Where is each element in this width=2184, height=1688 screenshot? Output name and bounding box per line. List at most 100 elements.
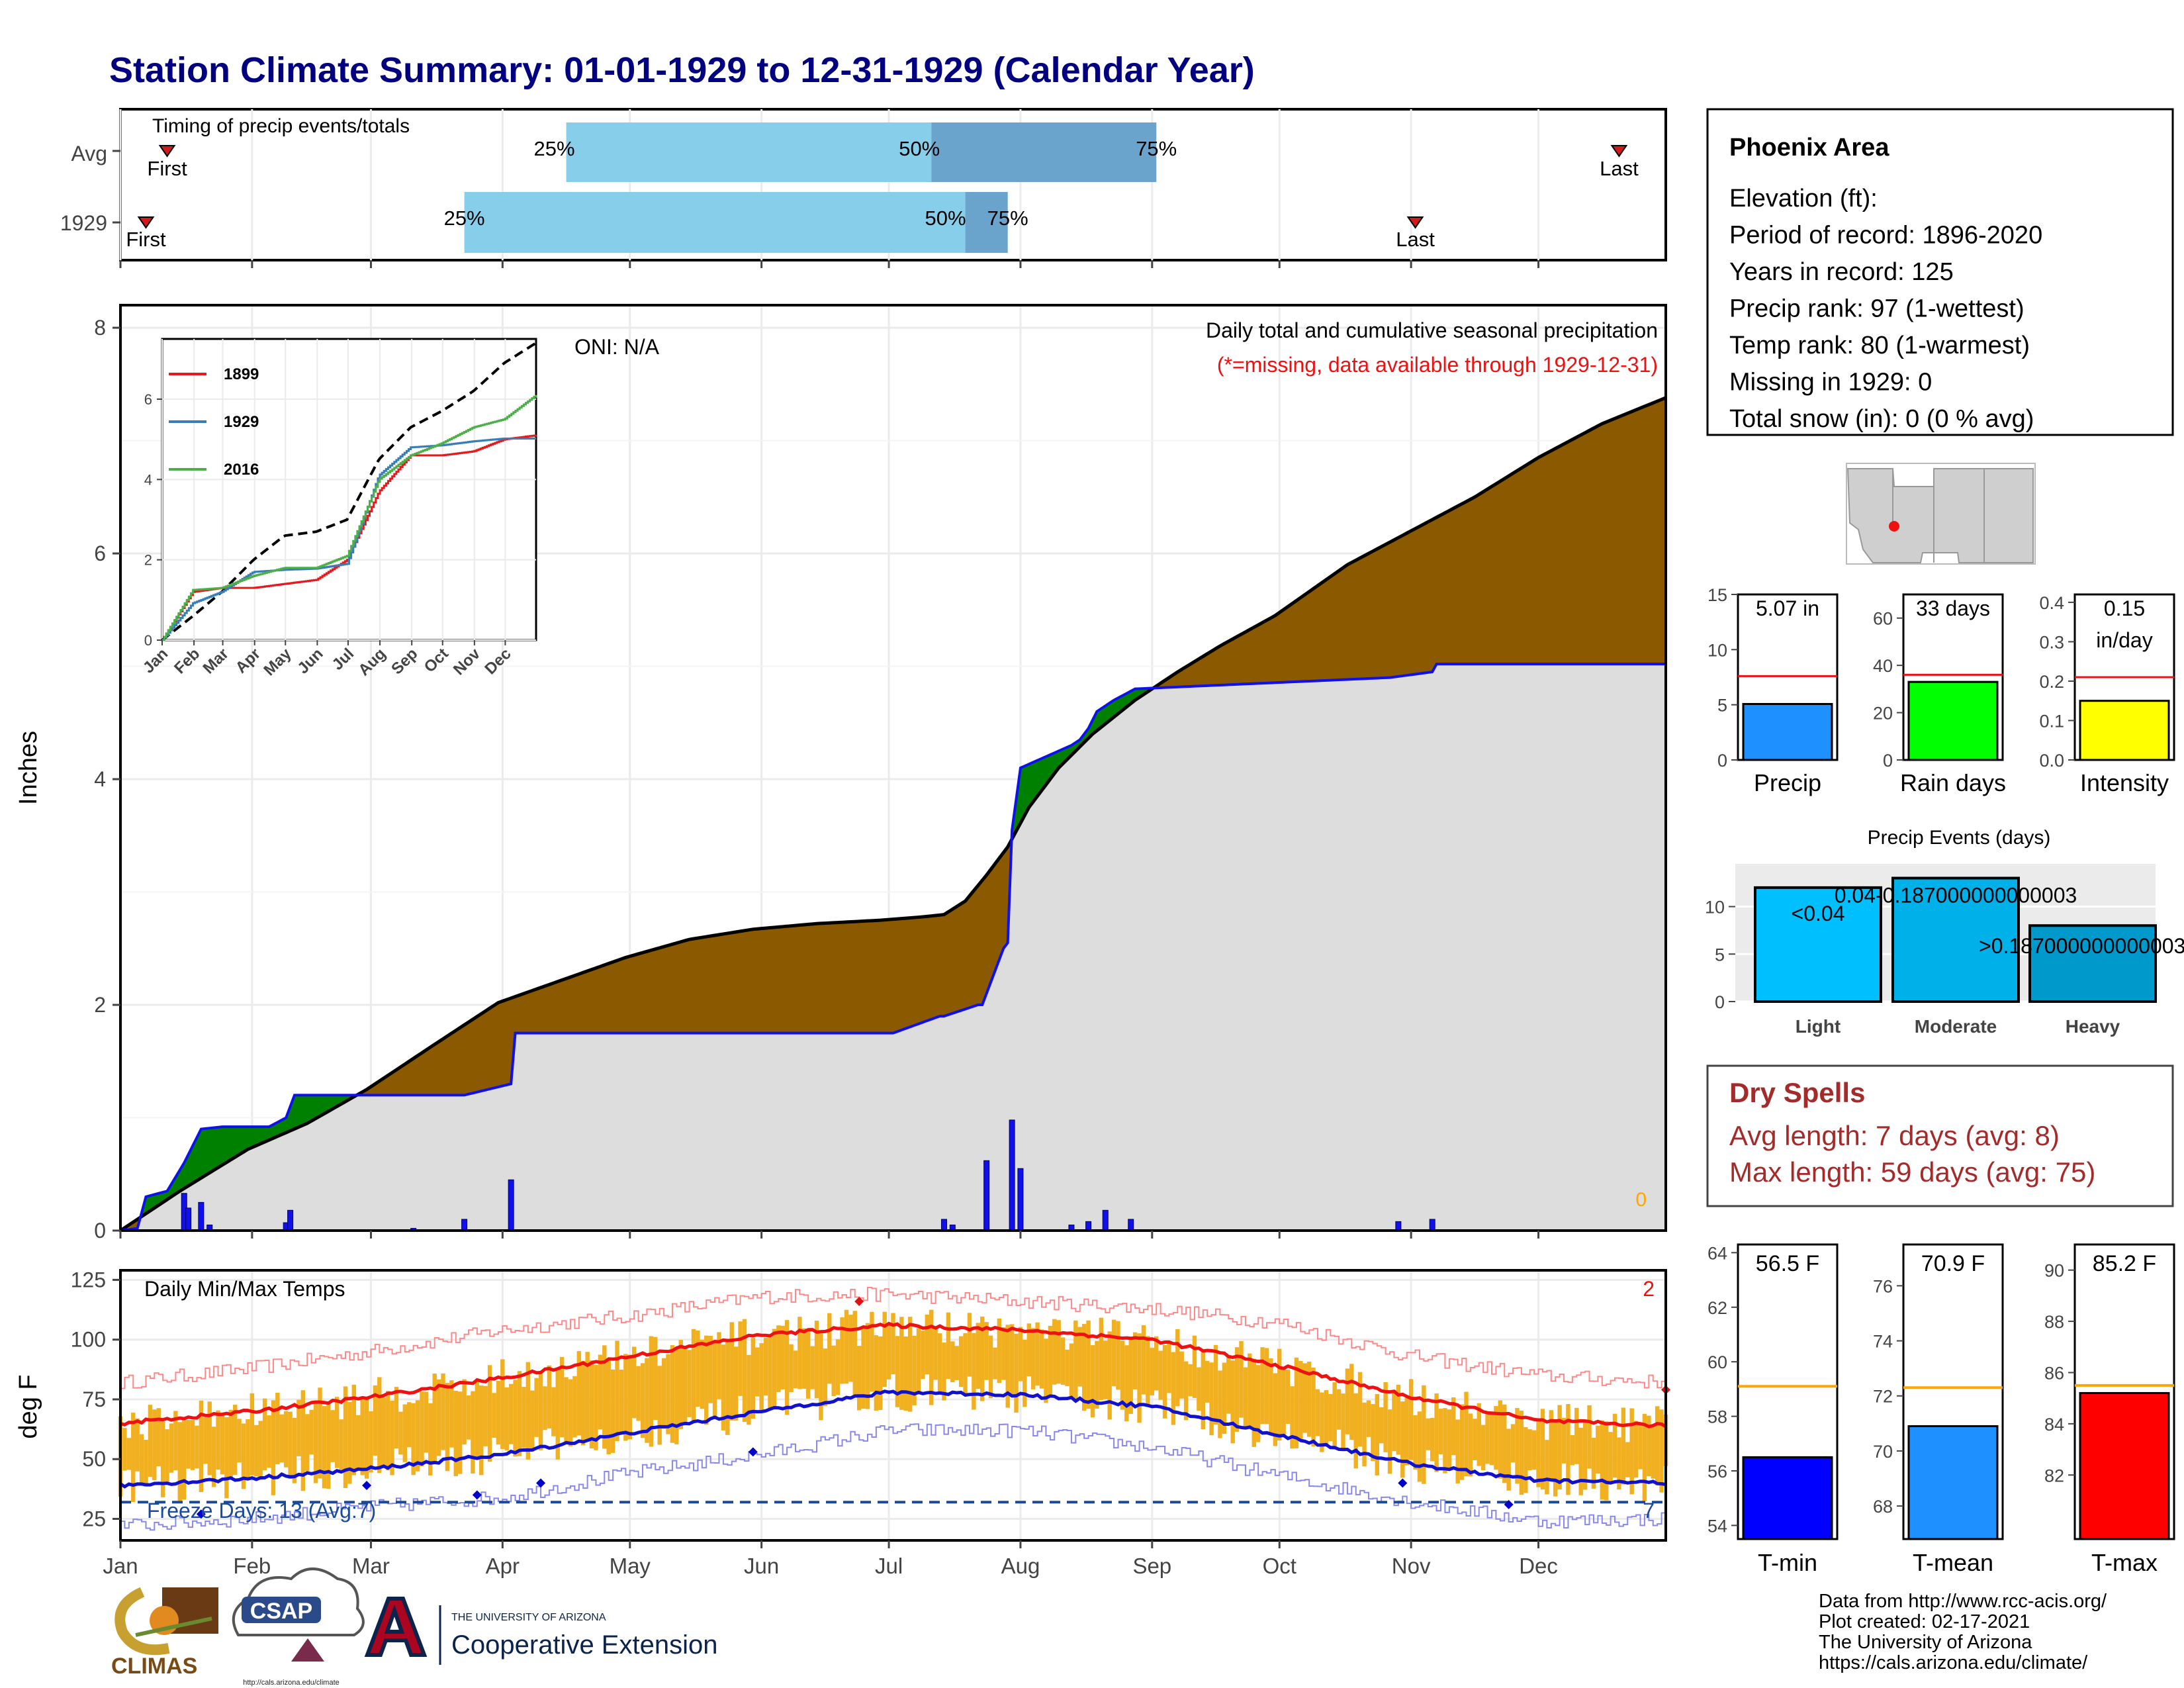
temp-daily-bar xyxy=(1179,1351,1184,1399)
temp-title: Daily Min/Max Temps xyxy=(144,1277,345,1301)
temp-daily-bar xyxy=(1069,1343,1074,1399)
ua-logo: THE UNIVERSITY OF ARIZONA Cooperative Ex… xyxy=(364,1597,717,1665)
precip-daily-bar xyxy=(1395,1221,1402,1231)
temp-daily-bar xyxy=(538,1372,543,1450)
temp-daily-bar xyxy=(674,1348,679,1444)
temp-daily-bar xyxy=(318,1387,322,1479)
temp-daily-bar xyxy=(594,1364,598,1450)
events-bar-label: >0.187000000000003 xyxy=(1979,934,2184,958)
precip-year-area xyxy=(120,664,1666,1231)
temp-daily-bar xyxy=(1099,1317,1104,1400)
temp-daily-bar xyxy=(551,1387,556,1436)
temp-daily-bar xyxy=(1150,1348,1155,1395)
temp-record-point xyxy=(196,1509,206,1519)
temp-daily-bar xyxy=(1459,1404,1465,1480)
dry-spells-max: Max length: 59 days (avg: 75) xyxy=(1729,1156,2095,1188)
precip-daily-bar xyxy=(1102,1209,1109,1231)
inset-avg-line xyxy=(161,342,537,641)
temp-daily-bar xyxy=(1197,1367,1201,1411)
footer-line: Plot created: 02-17-2021 xyxy=(1819,1611,2030,1632)
temp-daily-bar xyxy=(330,1410,335,1462)
temp-bar-label: T-max xyxy=(2091,1549,2158,1576)
temp-bar-fill xyxy=(1742,1456,1833,1540)
temp-daily-bar xyxy=(1014,1333,1019,1413)
temp-daily-bar xyxy=(1294,1357,1299,1448)
temp-bar-tick-label: 72 xyxy=(1873,1387,1893,1407)
temp-daily-bar xyxy=(712,1342,717,1419)
climas-logo-text: CLIMAS xyxy=(111,1654,197,1679)
temp-daily-bar xyxy=(1056,1320,1061,1384)
temp-daily-bar xyxy=(1332,1382,1337,1450)
temp-daily-bar xyxy=(186,1419,191,1469)
page-title: Station Climate Summary: 01-01-1929 to 1… xyxy=(109,50,1255,90)
temp-daily-bar xyxy=(1570,1434,1575,1466)
mini-bar-tick-label: 60 xyxy=(1873,609,1893,629)
temp-daily-bar xyxy=(1065,1349,1069,1387)
mini-bar-tick-label: 0.0 xyxy=(2039,751,2064,771)
temp-daily-bar xyxy=(1306,1361,1312,1437)
temp-daily-bar xyxy=(687,1350,692,1417)
temp-corner-bottom: 7 xyxy=(1643,1499,1655,1523)
month-label: Apr xyxy=(486,1554,520,1578)
temp-daily-bar xyxy=(937,1333,942,1395)
temp-daily-bar xyxy=(254,1425,259,1477)
temp-daily-bar xyxy=(1081,1324,1087,1411)
temp-daily-bar xyxy=(555,1368,560,1460)
temp-daily-bar xyxy=(1341,1393,1345,1450)
temp-daily-bar xyxy=(1417,1411,1422,1482)
temp-daily-bar xyxy=(721,1344,726,1430)
temp-daily-bar xyxy=(619,1370,624,1434)
temp-daily-bar xyxy=(445,1383,450,1472)
temp-daily-bar xyxy=(351,1384,357,1476)
mini-bar-value: 5.07 in xyxy=(1756,596,1819,620)
temp-daily-bar xyxy=(1480,1425,1486,1471)
temp-daily-bar xyxy=(356,1415,361,1471)
temp-daily-bar xyxy=(1438,1409,1443,1454)
temp-daily-bar xyxy=(823,1348,828,1407)
temp-daily-bar xyxy=(631,1346,637,1419)
temp-daily-bar xyxy=(895,1336,900,1407)
temp-daily-bar xyxy=(279,1414,284,1463)
temp-daily-bar xyxy=(661,1358,666,1429)
footer-line: Data from http://www.rcc-acis.org/ xyxy=(1819,1591,2107,1612)
precip-ytick-label: 0 xyxy=(94,1219,106,1243)
temp-daily-bar xyxy=(1086,1320,1091,1409)
precip-events-chart: Precip Events (days) Light Moderate Heavy <… xyxy=(1705,827,2184,1037)
timing-marker xyxy=(1610,145,1628,158)
temp-daily-bar xyxy=(369,1411,373,1473)
temp-bar-value: 56.5 F xyxy=(1756,1251,1819,1276)
temp-daily-bar xyxy=(1154,1336,1159,1391)
temp-daily-bar xyxy=(1345,1368,1350,1434)
temp-daily-bar xyxy=(339,1419,343,1472)
mini-bar-fill xyxy=(1742,703,1833,761)
temp-daily-bar xyxy=(768,1336,772,1409)
temp-daily-bar xyxy=(1222,1362,1227,1434)
temp-daily-bar xyxy=(751,1337,756,1419)
temp-daily-bar xyxy=(1302,1363,1307,1433)
temp-record-point xyxy=(472,1490,482,1500)
temp-daily-bar xyxy=(725,1340,730,1435)
temp-daily-bar xyxy=(492,1393,496,1438)
temp-daily-bar xyxy=(670,1345,675,1443)
mini-bar-tick-label: 0 xyxy=(1883,751,1893,771)
temp-daily-bar xyxy=(462,1379,467,1445)
temp-daily-bar xyxy=(1239,1340,1244,1418)
temp-daily-bar xyxy=(946,1312,951,1380)
oni-label: ONI: N/A xyxy=(574,335,660,359)
temp-daily-bar xyxy=(1167,1340,1171,1393)
temp-bar-tick-label: 62 xyxy=(1707,1298,1727,1318)
temp-daily-bar xyxy=(1349,1364,1354,1440)
temp-daily-bar xyxy=(420,1391,424,1467)
precip-corner-count: 0 xyxy=(1635,1189,1647,1211)
temp-daily-bar xyxy=(1111,1319,1116,1387)
temp-daily-bar xyxy=(1498,1400,1503,1479)
temp-daily-bar xyxy=(1413,1415,1418,1470)
temp-daily-bar xyxy=(385,1391,390,1471)
temp-daily-bar xyxy=(1230,1360,1235,1444)
temp-daily-bar xyxy=(844,1309,849,1384)
temp-daily-bar xyxy=(1353,1393,1358,1469)
csap-logo-text: CSAP xyxy=(250,1599,312,1624)
temp-bar-tick-label: 56 xyxy=(1707,1462,1727,1481)
temp-daily-bar xyxy=(1183,1361,1189,1421)
temp-daily-bar xyxy=(1387,1409,1392,1474)
